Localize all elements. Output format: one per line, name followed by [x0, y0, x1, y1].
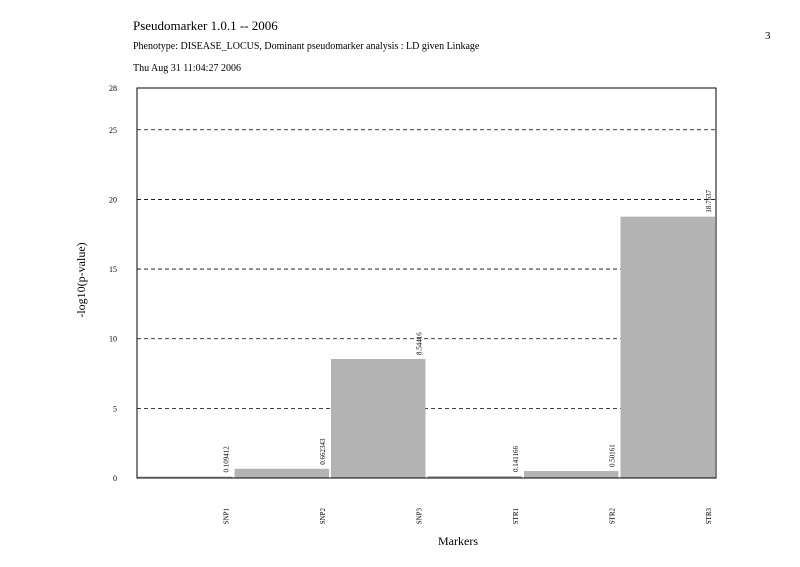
x-tick-label: SNP2 [319, 508, 327, 525]
page-number: 3 [765, 30, 771, 42]
x-tick-labels: SNP1 SNP2 SNP3 STR1 STR2 STR3 [223, 508, 714, 525]
x-tick-label: SNP3 [416, 508, 424, 525]
bar-snp3 [331, 358, 426, 478]
y-tick-label: 20 [109, 195, 117, 204]
value-label: 8.54416 [416, 332, 424, 355]
x-tick-label: STR1 [512, 508, 520, 525]
y-tick-label: 10 [109, 335, 117, 344]
y-tick-label: 25 [109, 126, 117, 135]
x-tick-label: STR2 [609, 508, 617, 525]
bar-str1 [427, 476, 522, 478]
y-tick-label: 5 [113, 404, 117, 413]
bar-str3 [620, 216, 715, 478]
value-label: 0.109412 [223, 446, 231, 473]
y-tick-label: 28 [109, 84, 117, 93]
bar-str2 [524, 471, 619, 478]
phenotype-subtitle: Phenotype: DISEASE_LOCUS, Dominant pseud… [133, 41, 480, 52]
y-axis-label: -log10(p-value) [74, 242, 88, 317]
chart-title: Pseudomarker 1.0.1 -- 2006 [133, 18, 278, 33]
timestamp: Thu Aug 31 11:04:27 2006 [133, 63, 241, 74]
value-label: 18.7637 [705, 189, 713, 212]
value-label: 0.141166 [512, 446, 520, 472]
plot-frame [136, 87, 717, 479]
bar-snp2 [234, 468, 329, 478]
value-label: 0.50161 [609, 444, 617, 467]
bars [138, 216, 715, 478]
x-axis-label: Markers [438, 534, 478, 548]
y-tick-label: 15 [109, 265, 117, 274]
x-tick-label: STR3 [705, 508, 713, 525]
bar-snp1 [138, 476, 233, 478]
value-label: 0.662343 [319, 438, 327, 465]
x-tick-label: SNP1 [223, 508, 231, 525]
gridlines [137, 129, 716, 409]
y-tick-labels: 0 5 10 15 20 25 28 [109, 84, 117, 483]
value-labels: 0.109412 0.662343 8.54416 0.141166 0.50161 18… [223, 189, 714, 472]
y-tick-label: 0 [113, 474, 117, 483]
